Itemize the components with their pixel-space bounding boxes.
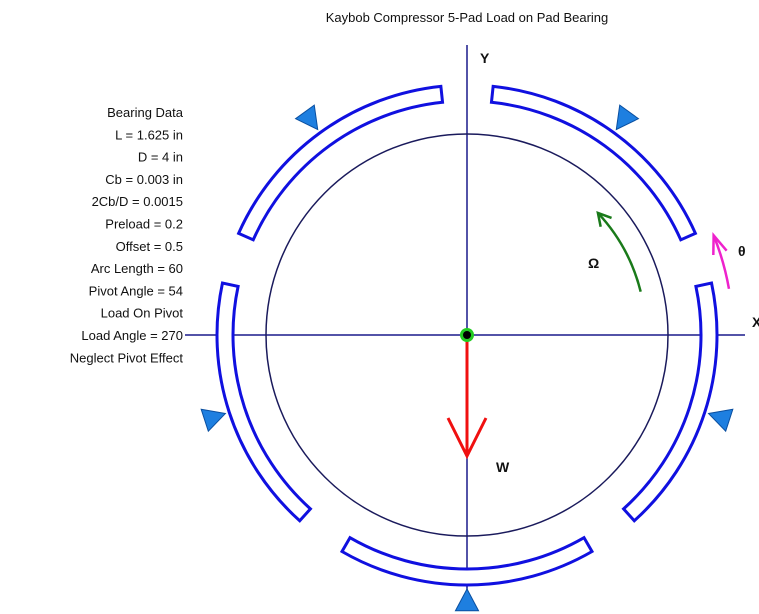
rotation-arrow-head bbox=[596, 210, 612, 228]
bearing-data-line: Arc Length = 60 bbox=[91, 261, 183, 276]
pad bbox=[339, 535, 595, 587]
bearing-data-line: Cb = 0.003 in bbox=[105, 172, 183, 187]
x-label: X bbox=[752, 314, 759, 330]
pad bbox=[236, 84, 445, 242]
bearing-data-line: 2Cb/D = 0.0015 bbox=[92, 194, 183, 209]
arrows bbox=[446, 210, 731, 460]
bearing-data-line: Neglect Pivot Effect bbox=[70, 350, 184, 365]
center-dot bbox=[463, 331, 471, 339]
bearing-data-line: Preload = 0.2 bbox=[105, 217, 183, 232]
bearing-data-line: Pivot Angle = 54 bbox=[89, 283, 183, 298]
pad bbox=[489, 84, 698, 242]
pivot-marker bbox=[615, 104, 640, 131]
bearing-data-line: Load On Pivot bbox=[101, 306, 184, 321]
theta-label: θ bbox=[738, 243, 746, 259]
pad bbox=[215, 281, 313, 523]
load-arrowhead bbox=[446, 417, 488, 460]
omega-label: Ω bbox=[588, 255, 599, 271]
bearing-data-line: Bearing Data bbox=[107, 105, 184, 120]
title: Kaybob Compressor 5-Pad Load on Pad Bear… bbox=[326, 10, 609, 25]
pivot-marker bbox=[454, 587, 480, 612]
pads bbox=[200, 84, 734, 612]
rotation-arrow bbox=[596, 212, 642, 292]
load-label: W bbox=[496, 459, 510, 475]
bearing-data-line: L = 1.625 in bbox=[115, 127, 183, 142]
pad bbox=[621, 281, 719, 523]
pivot-marker bbox=[707, 408, 734, 433]
theta-arrow-head bbox=[712, 232, 728, 255]
bearing-data-line: Offset = 0.5 bbox=[116, 239, 183, 254]
bearing-data-line: Load Angle = 270 bbox=[81, 328, 183, 343]
bearing-data-line: D = 4 in bbox=[138, 150, 183, 165]
journal-circle bbox=[265, 133, 669, 537]
pivot-marker bbox=[200, 408, 227, 433]
y-label: Y bbox=[480, 50, 490, 66]
bearing-data: Bearing Data L = 1.625 in D = 4 in Cb = 0.0… bbox=[70, 105, 184, 365]
pivot-marker bbox=[294, 104, 319, 131]
